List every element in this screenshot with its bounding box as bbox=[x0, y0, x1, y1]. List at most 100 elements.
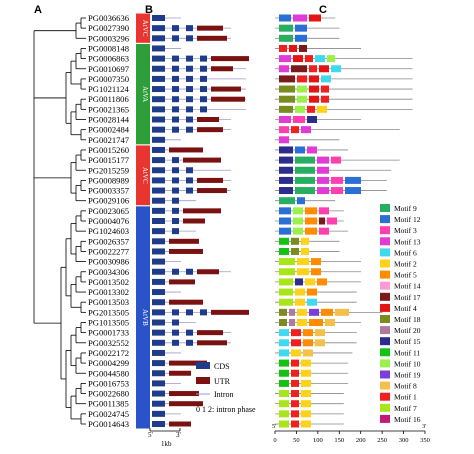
cds-exon bbox=[186, 187, 193, 194]
utr-segment bbox=[169, 370, 191, 376]
scale-end-label: 3' bbox=[176, 431, 181, 439]
motif-block bbox=[279, 288, 293, 296]
motif-block bbox=[295, 146, 305, 154]
motif-label: Motif 5 bbox=[394, 271, 417, 280]
motif-label: Motif 13 bbox=[394, 237, 421, 246]
gene-name: PG1013505 bbox=[88, 318, 129, 328]
group-bar bbox=[136, 145, 150, 206]
cds-exon bbox=[186, 35, 193, 42]
motif-block bbox=[291, 247, 299, 255]
cds-legend-swatch bbox=[196, 362, 210, 369]
motif-block bbox=[295, 278, 303, 286]
motif-block bbox=[291, 339, 301, 347]
utr-segment bbox=[183, 157, 221, 163]
motif-block bbox=[279, 166, 293, 174]
gene-name: PG0036636 bbox=[88, 13, 130, 23]
utr-segment bbox=[211, 96, 245, 102]
cds-exon bbox=[152, 15, 165, 21]
cds-exon bbox=[152, 421, 165, 427]
motif-block bbox=[279, 308, 287, 316]
cds-exon bbox=[186, 177, 193, 184]
motif-block bbox=[331, 187, 343, 195]
motif-block bbox=[345, 187, 361, 195]
utr-segment bbox=[197, 269, 219, 275]
motif-swatch bbox=[380, 281, 390, 290]
utr-segment bbox=[183, 218, 205, 224]
motif-block bbox=[279, 146, 293, 154]
motif-block bbox=[279, 65, 289, 73]
motif-label: Motif 11 bbox=[394, 348, 420, 357]
motif-swatch bbox=[380, 414, 390, 423]
motif-block bbox=[311, 258, 321, 266]
utr-segment bbox=[197, 177, 223, 183]
cds-exon bbox=[200, 86, 207, 93]
motif-block bbox=[279, 176, 293, 184]
motif-label: Motif 9 bbox=[394, 204, 417, 213]
motif-legend: Motif 9 Motif 12 Motif 3 Motif 13 Motif 6 Mot… bbox=[380, 204, 421, 424]
motif-block bbox=[291, 379, 299, 387]
motif-label: Motif 16 bbox=[394, 415, 421, 424]
cds-exon bbox=[172, 228, 179, 235]
group-bar bbox=[136, 206, 150, 429]
motif-block bbox=[297, 319, 307, 326]
utr-segment bbox=[169, 238, 199, 244]
motif-block bbox=[307, 105, 315, 113]
panel-label-c: C bbox=[319, 4, 327, 16]
cds-exon bbox=[172, 218, 179, 224]
motif-block bbox=[291, 400, 299, 408]
scale-unit-label: 1kb bbox=[161, 440, 172, 448]
cds-exon bbox=[200, 75, 207, 82]
motif-label: Motif 12 bbox=[394, 215, 421, 224]
cds-exon bbox=[186, 126, 193, 133]
cds-exon bbox=[152, 339, 165, 346]
motif-swatch bbox=[380, 381, 390, 390]
cds-exon bbox=[152, 349, 165, 356]
motif-swatch bbox=[380, 204, 390, 212]
panel-label-a: A bbox=[34, 4, 42, 16]
cds-exon bbox=[152, 136, 165, 143]
motif-block bbox=[305, 227, 317, 235]
motif-block bbox=[331, 65, 341, 73]
cds-exon bbox=[172, 106, 179, 113]
motif-block bbox=[309, 65, 317, 73]
gene-name: PG0010697 bbox=[88, 64, 130, 74]
cds-exon bbox=[200, 65, 207, 72]
motif-swatch bbox=[380, 270, 390, 279]
motif-swatch bbox=[380, 215, 390, 224]
motif-block bbox=[301, 359, 311, 367]
motif-block bbox=[279, 349, 289, 357]
motif-block bbox=[279, 339, 289, 347]
motif-swatch bbox=[380, 326, 390, 335]
motif-label: Motif 4 bbox=[394, 304, 417, 313]
gene-structure-legend: CDS UTR Intron 0 1 2: intron phase 5' 3'… bbox=[148, 362, 256, 448]
motif-block bbox=[293, 217, 303, 225]
motif-block bbox=[279, 298, 293, 306]
motif-block bbox=[321, 95, 329, 103]
group-label: AtVA bbox=[141, 86, 149, 102]
cds-exon bbox=[172, 309, 179, 316]
gene-name: PG0015260 bbox=[88, 145, 129, 155]
cds-exon bbox=[186, 55, 193, 62]
cds-exon bbox=[186, 329, 193, 336]
gene-name: PG2013505 bbox=[88, 307, 129, 317]
gene-name: PG0026357 bbox=[88, 236, 130, 246]
axis-tick-label: 200 bbox=[356, 437, 366, 444]
utr-segment bbox=[169, 299, 203, 305]
cds-exon bbox=[186, 75, 193, 82]
cds-exon bbox=[172, 35, 179, 42]
motif-block bbox=[331, 156, 341, 164]
cds-exon bbox=[172, 268, 179, 275]
motif-label: Motif 18 bbox=[394, 315, 421, 324]
gene-name: PG0007350 bbox=[88, 74, 129, 84]
utr-segment bbox=[197, 117, 219, 122]
motif-label: Motif 20 bbox=[394, 326, 421, 335]
cds-exon bbox=[152, 55, 165, 62]
motif-block bbox=[279, 136, 289, 144]
motif-block bbox=[307, 288, 317, 296]
motif-label: Motif 19 bbox=[394, 371, 421, 380]
cds-exon bbox=[172, 116, 179, 123]
cds-legend-label: CDS bbox=[214, 362, 230, 371]
motif-block bbox=[291, 329, 301, 337]
cds-exon bbox=[152, 75, 165, 82]
